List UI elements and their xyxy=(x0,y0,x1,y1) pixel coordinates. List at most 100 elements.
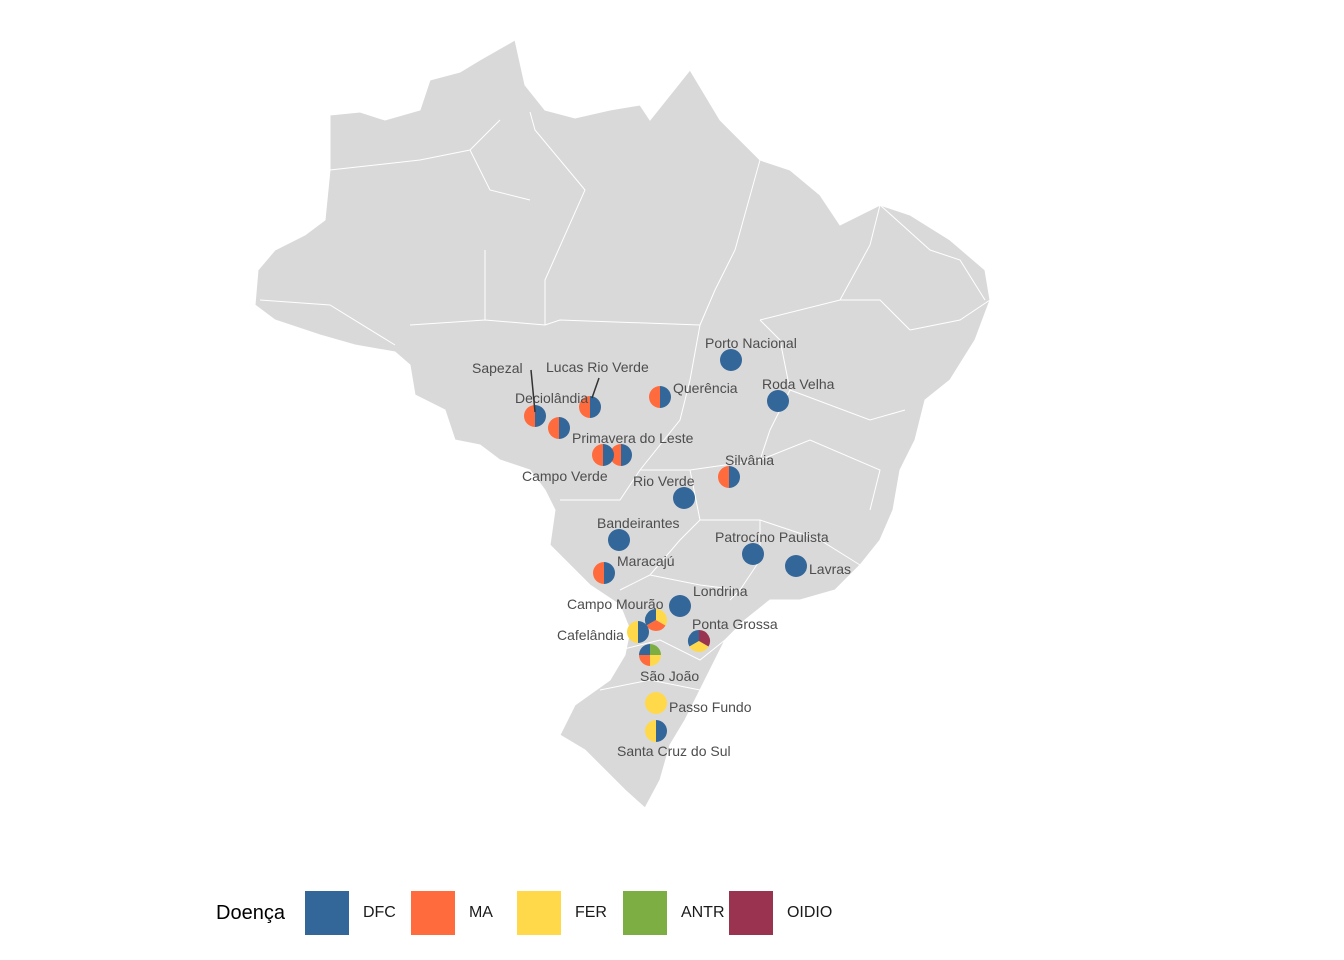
legend-key-dfc xyxy=(304,891,349,935)
city-label-roda-velha: Roda Velha xyxy=(762,376,835,392)
legend-item-oidio: OIDIO xyxy=(728,891,835,935)
pie-slice-ma xyxy=(593,562,604,584)
pie-patrocino-paulista xyxy=(742,543,764,565)
city-label-bandeirantes: Bandeirantes xyxy=(597,515,680,531)
pie-ponta-grossa xyxy=(687,630,710,653)
pie-sapezal xyxy=(524,405,546,427)
legend-label-ma: MA xyxy=(468,904,493,921)
city-label-deciolandia: Deciolândia xyxy=(515,390,588,406)
label-leader-lines xyxy=(530,369,600,413)
pie-slice-dfc xyxy=(669,595,691,617)
pie-slice-dfc xyxy=(785,555,807,577)
legend-label-dfc: DFC xyxy=(362,904,396,921)
pie-slice-dfc xyxy=(621,444,632,466)
pie-slice-antr xyxy=(650,644,661,655)
city-label-passo-fundo: Passo Fundo xyxy=(669,699,752,715)
legend-label-antr: ANTR xyxy=(680,904,725,921)
city-label-santa-cruz-do-sul: Santa Cruz do Sul xyxy=(617,743,731,759)
pie-slice-ma xyxy=(646,620,666,632)
pie-santa-cruz-do-sul xyxy=(645,720,667,742)
legend-key-oidio xyxy=(728,891,773,935)
legend-key-ma xyxy=(410,891,455,935)
pie-slice-fer xyxy=(656,609,668,626)
pie-slice-dfc xyxy=(660,386,671,408)
pie-slice-dfc xyxy=(638,621,649,643)
pie-slice-ma xyxy=(639,655,650,666)
pie-slice-dfc xyxy=(767,390,789,412)
pie-cafelandia xyxy=(627,621,649,643)
city-label-campo-verde: Campo Verde xyxy=(522,468,608,484)
pie-slice-dfc xyxy=(590,396,601,418)
city-label-lucas-rio-verde: Lucas Rio Verde xyxy=(546,359,649,375)
pie-campo-mourao xyxy=(645,609,668,632)
legend-label-fer: FER xyxy=(574,904,607,921)
pie-primavera-do-leste xyxy=(610,444,632,466)
pie-porto-nacional xyxy=(720,349,742,371)
pie-slice-dfc xyxy=(656,720,667,742)
legend: Doença DFC MA FER ANTR OIDIO xyxy=(216,890,835,936)
city-label-campo-mourao: Campo Mourão xyxy=(567,596,664,612)
pie-querencia xyxy=(649,386,671,408)
legend-item-fer: FER xyxy=(516,891,623,935)
brazil-outline xyxy=(254,39,991,809)
pie-slice-ma xyxy=(592,444,603,466)
city-label-silvania: Silvânia xyxy=(725,452,774,468)
legend-key-antr xyxy=(622,891,667,935)
legend-item-ma: MA xyxy=(410,891,517,935)
pie-slice-ma xyxy=(579,396,590,418)
pie-silvania xyxy=(718,466,740,488)
pie-slice-dfc xyxy=(603,444,614,466)
pie-slice-fer xyxy=(627,621,638,643)
pie-campo-verde xyxy=(592,444,614,466)
pie-slice-dfc xyxy=(604,562,615,584)
pie-lavras xyxy=(785,555,807,577)
pie-slice-dfc xyxy=(559,417,570,439)
city-label-rio-verde: Rio Verde xyxy=(633,473,695,489)
legend-item-dfc: DFC xyxy=(304,891,411,935)
city-label-querencia: Querência xyxy=(673,380,738,396)
pie-slice-ma xyxy=(610,444,621,466)
pie-maracaju xyxy=(593,562,615,584)
pie-slice-dfc xyxy=(608,529,630,551)
pie-slice-dfc xyxy=(639,644,650,655)
city-label-londrina: Londrina xyxy=(693,583,748,599)
pie-slice-oidio xyxy=(699,630,710,647)
pie-slice-fer xyxy=(689,641,709,653)
pie-bandeirantes xyxy=(608,529,630,551)
city-label-cafelandia: Cafelândia xyxy=(557,627,624,643)
pie-markers xyxy=(524,349,807,742)
pie-sao-joao xyxy=(639,644,661,666)
city-label-maracaju: Maracajú xyxy=(617,553,675,569)
pie-slice-dfc xyxy=(673,487,695,509)
brazil-map: Porto Nacional Roda Velha Sapezal Lucas Rio… xyxy=(254,39,991,809)
legend-title: Doença xyxy=(216,901,285,924)
pie-passo-fundo xyxy=(645,692,667,714)
pie-slice-ma xyxy=(524,405,535,427)
pie-rio-verde xyxy=(673,487,695,509)
pie-slice-dfc xyxy=(742,543,764,565)
pie-slice-dfc xyxy=(645,609,656,626)
pie-slice-dfc xyxy=(687,630,699,647)
city-label-sapezal: Sapezal xyxy=(472,360,523,376)
pie-slice-dfc xyxy=(729,466,740,488)
legend-item-antr: ANTR xyxy=(622,891,729,935)
legend-label-oidio: OIDIO xyxy=(786,904,833,921)
pie-slice-dfc xyxy=(720,349,742,371)
city-labels: Porto Nacional Roda Velha Sapezal Lucas Rio… xyxy=(472,335,851,759)
city-label-lavras: Lavras xyxy=(809,561,851,577)
city-label-ponta-grossa: Ponta Grossa xyxy=(692,616,778,632)
pie-deciolandia xyxy=(548,417,570,439)
pie-slice-ma xyxy=(649,386,660,408)
city-label-porto-nacional: Porto Nacional xyxy=(705,335,797,351)
city-label-primavera-do-leste: Primavera do Leste xyxy=(572,430,694,446)
pie-slice-fer xyxy=(645,720,656,742)
pie-slice-fer xyxy=(645,692,667,714)
pie-lucas-rio-verde xyxy=(579,396,601,418)
legend-key-fer xyxy=(516,891,561,935)
pie-londrina xyxy=(669,595,691,617)
city-label-sao-joao: São João xyxy=(640,668,699,684)
pie-slice-ma xyxy=(548,417,559,439)
pie-slice-fer xyxy=(650,655,661,666)
pie-slice-ma xyxy=(718,466,729,488)
state-borders xyxy=(259,111,991,691)
